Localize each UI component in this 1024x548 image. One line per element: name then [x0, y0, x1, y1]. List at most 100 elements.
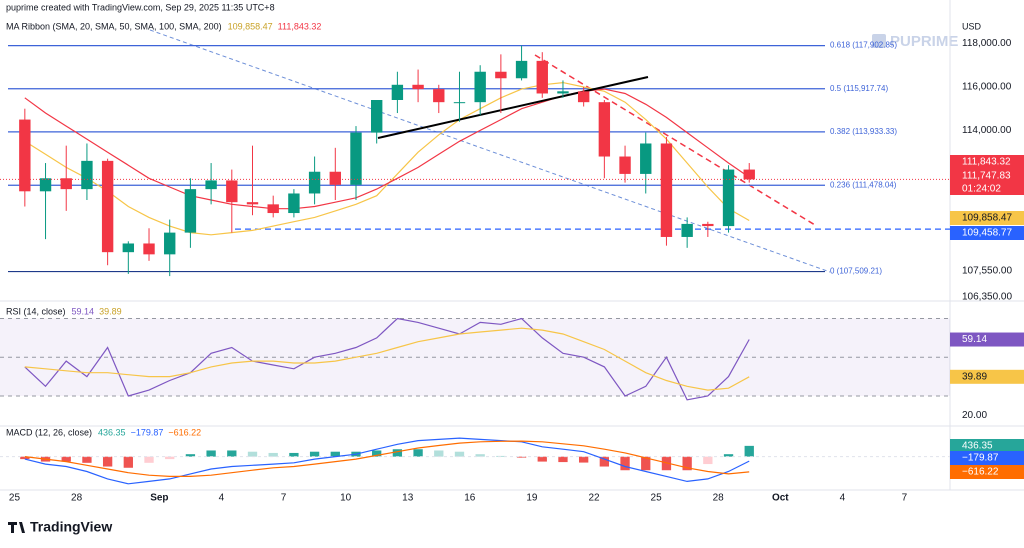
candle-body — [474, 71, 486, 103]
indicator-tag: 59.14 — [962, 334, 987, 345]
pane-title: MACD (12, 26, close) — [6, 427, 92, 437]
legend-value: −179.87 — [131, 427, 164, 437]
price-tag: 109,458.77 — [962, 228, 1012, 239]
indicator-tag: −179.87 — [962, 453, 999, 464]
histogram-bar — [247, 451, 258, 457]
fib-label: 0.236 (111,478.04) — [830, 180, 897, 189]
legend-value: 436.35 — [98, 427, 126, 437]
candle-body — [743, 169, 755, 180]
candle-body — [205, 180, 217, 190]
countdown-box — [950, 183, 1024, 195]
indicator-tag-box — [950, 465, 1024, 479]
currency: USD — [962, 21, 982, 31]
x-tick-label: 22 — [588, 493, 600, 504]
histogram-bar — [123, 456, 133, 468]
x-tick-label: 10 — [340, 493, 352, 504]
legend-value: 109,858.47 — [228, 21, 273, 31]
histogram-bar — [82, 456, 92, 463]
y-tick-label: 114,000.00 — [962, 125, 1012, 136]
candle-body — [391, 84, 404, 100]
histogram-bar — [392, 449, 403, 457]
histogram-bar — [289, 452, 299, 457]
indicator-tag-box — [950, 369, 1024, 384]
fib-label: 0.618 (117,902.85) — [830, 41, 897, 50]
candle-body — [453, 102, 466, 104]
histogram-bar — [102, 456, 113, 467]
candle-body — [288, 193, 300, 214]
candle-body — [598, 102, 611, 157]
legend-value: 59.14 — [72, 306, 95, 316]
candle-body — [412, 84, 424, 90]
logo-icon — [872, 34, 886, 48]
fib-label: 0.382 (113,933.33) — [830, 127, 897, 136]
fib-label: 0 (107,509.21) — [830, 267, 882, 276]
y-tick-label: 106,350.00 — [962, 291, 1012, 302]
candle-body — [308, 171, 321, 194]
candle-body — [19, 119, 31, 192]
candle-body — [81, 160, 93, 190]
price-tag-box — [950, 211, 1024, 225]
histogram-bar — [20, 456, 30, 460]
x-tick-label: 25 — [651, 493, 663, 504]
histogram-bar — [434, 450, 444, 457]
histogram-bar — [206, 450, 216, 457]
indicator-tag-box — [950, 451, 1024, 465]
x-tick-label: 13 — [402, 493, 414, 504]
histogram-bar — [744, 445, 754, 457]
candle-body — [557, 91, 569, 94]
trend-line — [377, 76, 649, 139]
legend-value: 111,843.32 — [278, 21, 322, 31]
y-tick-label: 118,000.00 — [962, 38, 1012, 49]
x-tick-label: 28 — [71, 493, 83, 504]
fib-label: 0.5 (115,917.74) — [830, 84, 888, 93]
price-tag: 111,843.32 — [962, 157, 1011, 168]
candle-body — [515, 60, 528, 79]
pane-title: MA Ribbon (SMA, 20, SMA, 50, SMA, 100, S… — [6, 21, 222, 31]
histogram-bar — [620, 456, 630, 471]
x-tick-label: 4 — [219, 493, 225, 504]
candle-body — [267, 204, 279, 214]
price-tag-box — [950, 169, 1024, 183]
histogram-bar — [330, 451, 340, 457]
candle-body — [164, 232, 176, 255]
logo: PUPRIME — [872, 33, 958, 50]
histogram-bar — [165, 456, 175, 460]
logo-text: PUPRIME — [890, 33, 958, 50]
indicator-line — [24, 81, 750, 236]
price-tag: 109,858.47 — [962, 213, 1012, 224]
x-tick-label: 4 — [840, 493, 846, 504]
x-tick-label: 25 — [9, 493, 21, 504]
histogram-bar — [144, 456, 154, 463]
histogram-bar — [682, 456, 692, 471]
indicator-tag: 436.35 — [962, 441, 993, 452]
candle-body — [350, 132, 362, 185]
legend-value: −616.22 — [168, 427, 201, 437]
x-tick-label: 16 — [464, 493, 476, 504]
indicator-line — [24, 88, 750, 210]
candle-body — [433, 89, 445, 103]
trend-line — [534, 54, 816, 226]
candle-body — [722, 169, 735, 227]
y-tick-label: 116,000.00 — [962, 82, 1012, 93]
histogram-bar — [641, 456, 651, 471]
histogram-bar — [579, 456, 589, 463]
candle-body — [495, 71, 507, 79]
indicator-tag-box — [950, 332, 1024, 347]
price-tag-box — [950, 226, 1024, 240]
histogram-bar — [537, 456, 547, 462]
histogram-bar — [413, 449, 423, 457]
indicator-line — [24, 440, 750, 477]
candle-body — [619, 156, 631, 174]
histogram-bar — [516, 456, 527, 458]
legend-value: 39.89 — [99, 306, 122, 316]
histogram-bar — [309, 451, 320, 457]
candle-body — [60, 178, 72, 190]
price-tag: 111,747.83 — [962, 171, 1011, 182]
footer-logo: TradingView — [8, 519, 112, 535]
candle-body — [226, 180, 238, 203]
pane-title: RSI (14, close) — [6, 306, 66, 316]
histogram-bar — [227, 450, 237, 457]
price-tag-box — [950, 155, 1024, 169]
histogram-bar — [703, 456, 713, 465]
